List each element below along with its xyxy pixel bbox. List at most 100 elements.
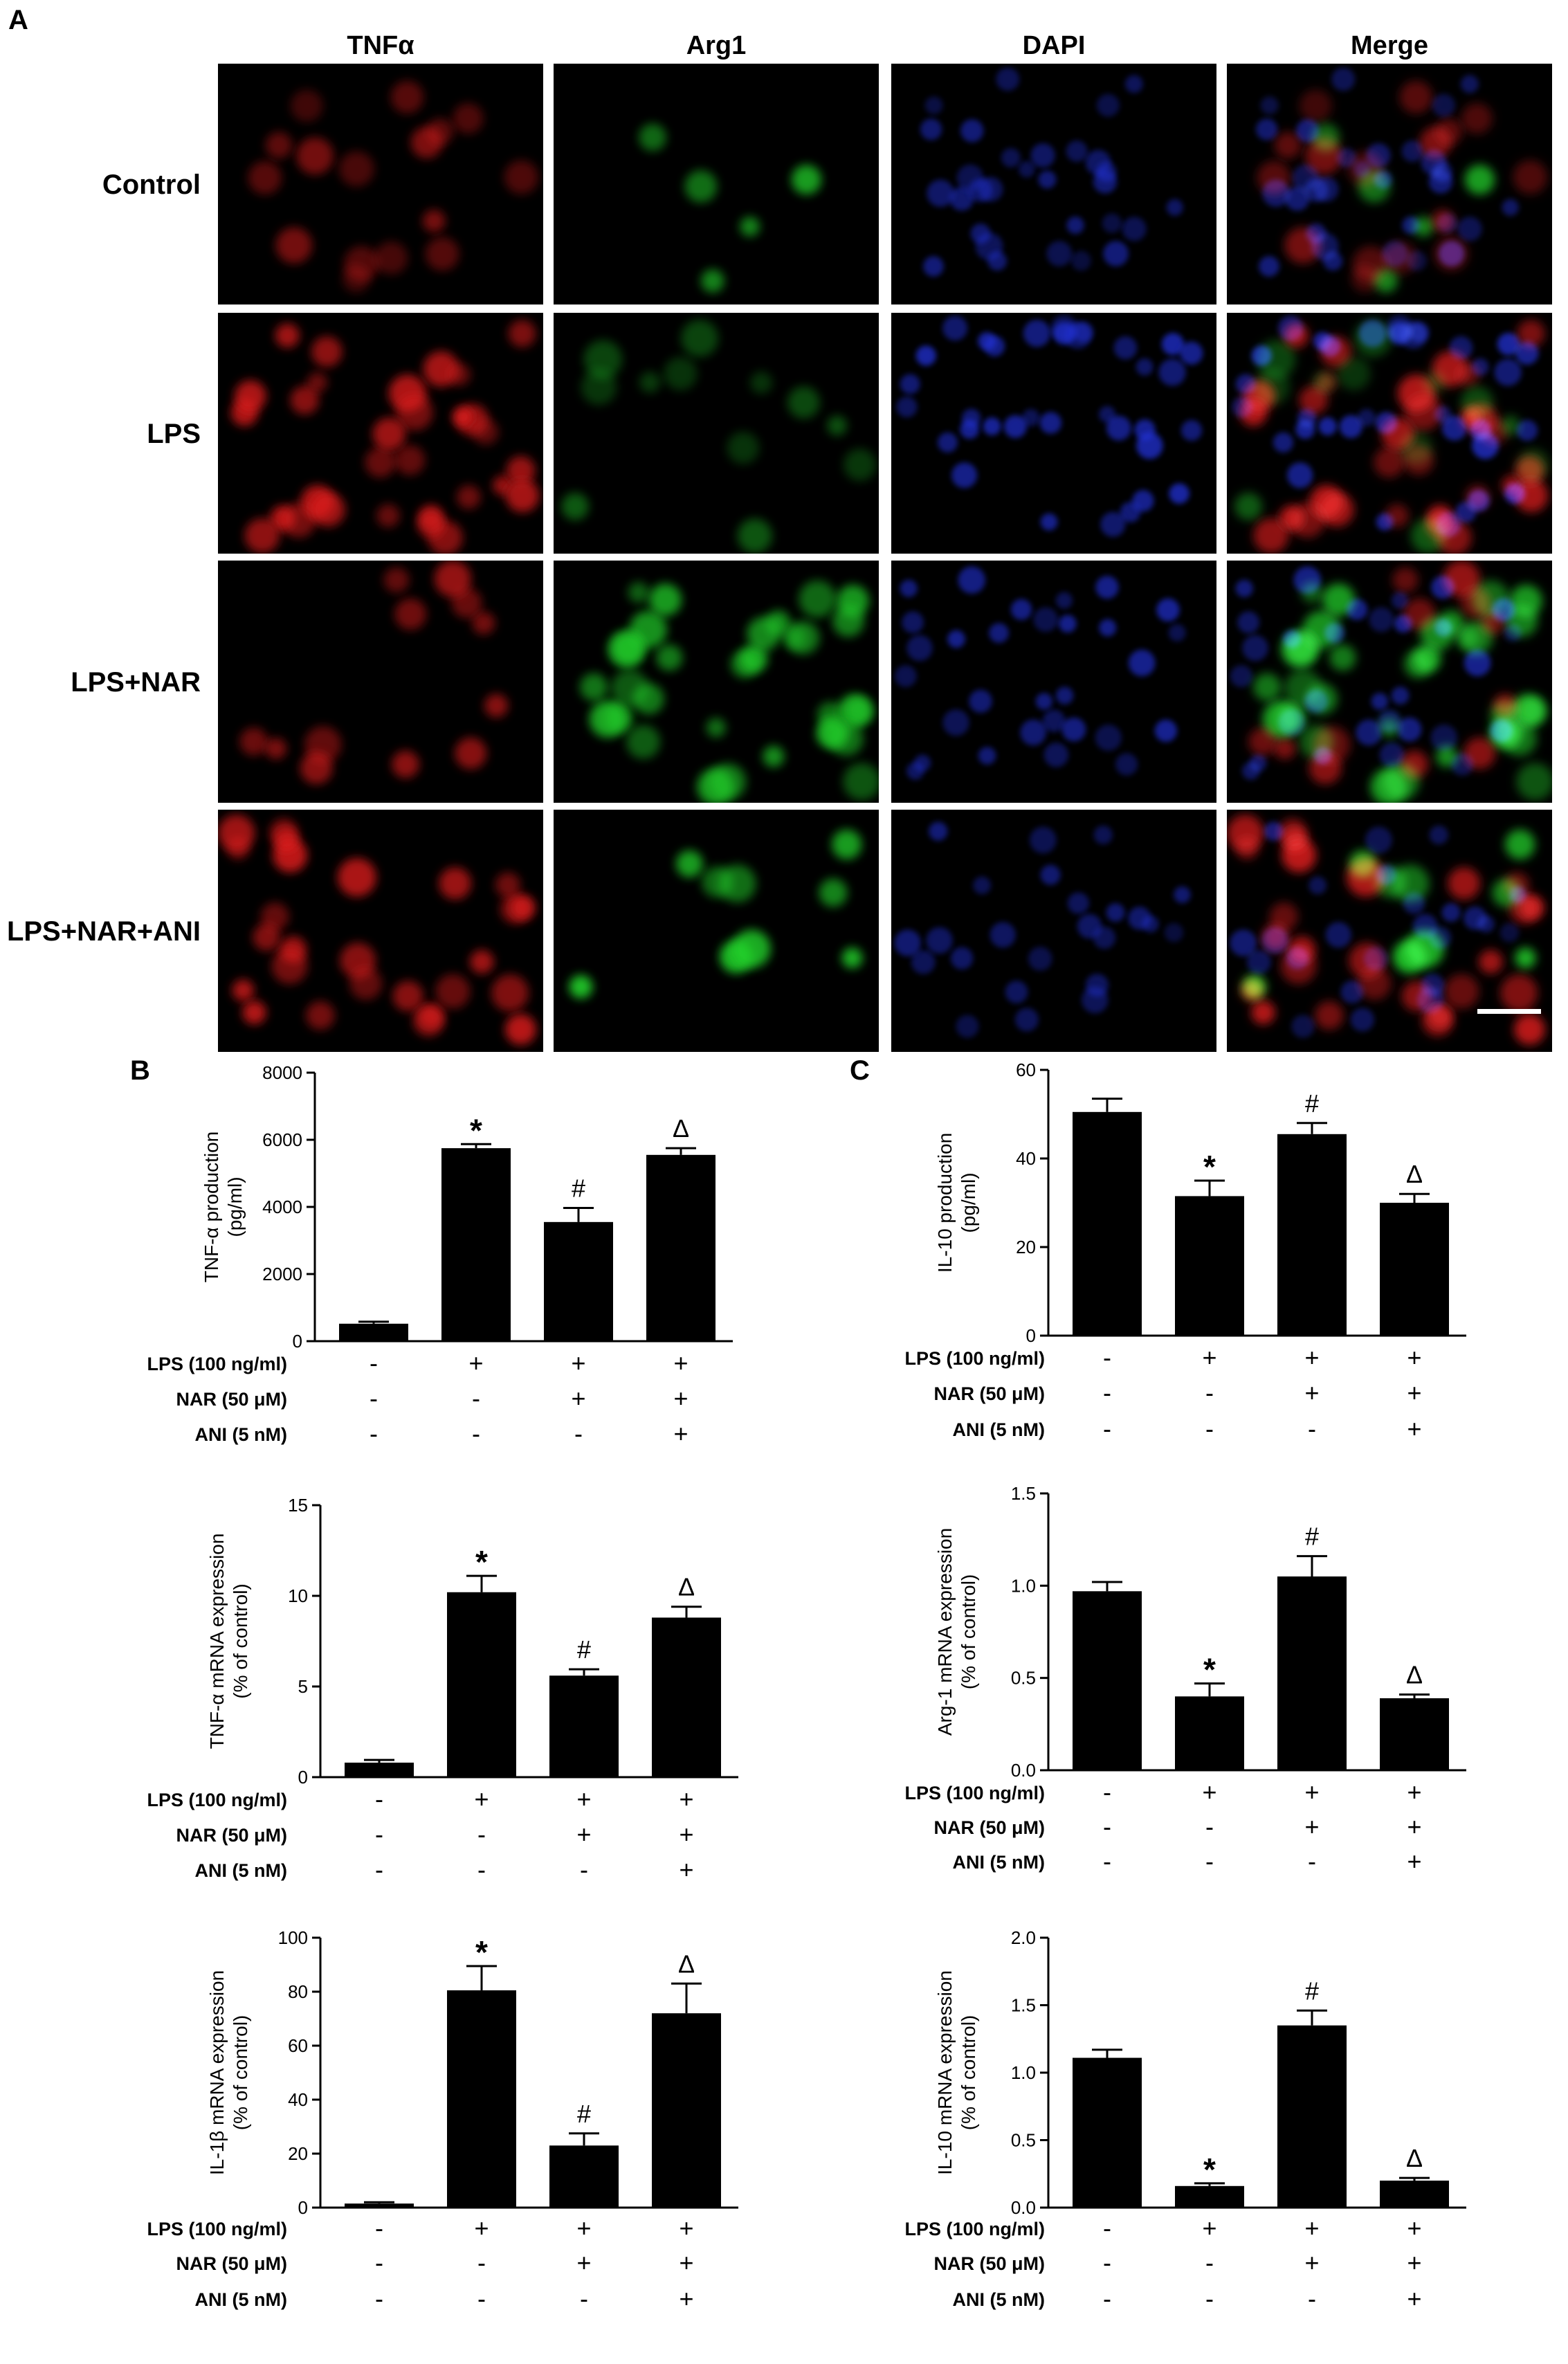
significance-marker: #: [1305, 1976, 1319, 2005]
condition-sign: -: [574, 1419, 583, 1448]
y-tick-label: 5: [298, 1676, 308, 1697]
row-header: LPS+NAR: [71, 667, 201, 698]
row-header: Control: [102, 170, 201, 200]
condition-sign: -: [370, 1384, 378, 1412]
micrograph-tile: [218, 313, 543, 554]
condition-sign: +: [1202, 2214, 1216, 2242]
condition-label: ANI (5 nM): [953, 1419, 1045, 1440]
condition-sign: +: [1407, 1379, 1421, 1407]
y-tick-label: 10: [288, 1585, 308, 1606]
condition-sign: -: [1308, 1415, 1316, 1443]
condition-label: NAR (50 μM): [176, 1825, 287, 1846]
y-tick-label: 20: [288, 2143, 308, 2164]
y-tick-label: 80: [288, 1981, 308, 2002]
significance-marker: #: [572, 1174, 585, 1202]
significance-marker: *: [470, 1112, 482, 1148]
y-tick-label: 8000: [262, 1062, 302, 1083]
bar: [1380, 2181, 1449, 2208]
bar-chart: 0.0 0.5 1.0 1.5 2.0 IL-10 mRNA expression (% o…: [904, 1927, 1466, 2313]
micrograph-tile: [218, 64, 543, 304]
condition-sign: +: [679, 1855, 693, 1884]
micrograph-grid: TNFα Arg1 DAPI Merge Control LPS LPS+NAR LPS+NA…: [7, 31, 1552, 1052]
condition-label: LPS (100 ng/ml): [147, 1354, 287, 1374]
significance-marker: #: [1305, 1089, 1319, 1118]
condition-sign: -: [1103, 1379, 1111, 1407]
bar: [1380, 1698, 1449, 1770]
condition-sign: -: [1103, 2248, 1111, 2277]
condition-sign: +: [474, 2214, 489, 2242]
condition-sign: -: [1308, 1847, 1316, 1875]
condition-sign: +: [679, 1785, 693, 1813]
condition-sign: +: [1202, 1343, 1216, 1372]
condition-sign: -: [1103, 1343, 1111, 1372]
condition-label: NAR (50 μM): [933, 1383, 1045, 1404]
condition-sign: -: [1205, 2284, 1214, 2313]
significance-marker: Δ: [1406, 2144, 1423, 2172]
y-tick-label: 100: [278, 1927, 308, 1948]
y-tick-label: 6000: [262, 1129, 302, 1150]
scale-bar: [1477, 1009, 1541, 1014]
bar: [1277, 2025, 1347, 2208]
row-header: LPS+NAR+ANI: [7, 916, 201, 947]
condition-sign: +: [1407, 2214, 1421, 2242]
condition-sign: -: [1205, 1812, 1214, 1841]
condition-sign: -: [375, 2214, 383, 2242]
condition-sign: +: [1304, 1778, 1319, 1806]
condition-sign: +: [571, 1349, 585, 1377]
bar: [544, 1221, 613, 1341]
significance-marker: *: [1203, 2152, 1216, 2188]
bar: [1277, 1134, 1347, 1336]
micrograph-tile: [891, 64, 1216, 304]
panel-label-b: B: [130, 1055, 150, 1086]
condition-sign: -: [1205, 1415, 1214, 1443]
condition-sign: +: [1202, 1778, 1216, 1806]
condition-sign: -: [580, 1855, 588, 1884]
significance-marker: Δ: [1406, 1661, 1423, 1689]
y-tick-label: 0.5: [1011, 2130, 1036, 2151]
condition-label: ANI (5 nM): [195, 1860, 287, 1881]
y-tick-label: 0.5: [1011, 1668, 1036, 1689]
significance-marker: #: [1305, 1522, 1319, 1551]
condition-sign: +: [1304, 2214, 1319, 2242]
y-axis-label: IL-1β mRNA expression (% of control): [206, 1970, 251, 2175]
y-tick-label: 0: [1026, 1325, 1036, 1346]
condition-label: LPS (100 ng/ml): [147, 2219, 287, 2239]
condition-sign: -: [580, 2284, 588, 2313]
condition-sign: +: [468, 1349, 483, 1377]
bar-chart: 0 2000 4000 6000 8000 TNF-α production (pg/ml)…: [147, 1062, 733, 1448]
condition-sign: +: [1407, 2248, 1421, 2277]
condition-label: LPS (100 ng/ml): [904, 1348, 1045, 1369]
bar: [1073, 1111, 1142, 1336]
y-tick-label: 0: [298, 2197, 308, 2218]
bar: [447, 1592, 516, 1777]
significance-marker: Δ: [1406, 1160, 1423, 1188]
condition-label: LPS (100 ng/ml): [904, 2219, 1045, 2239]
y-tick-label: 4000: [262, 1197, 302, 1217]
significance-marker: *: [1203, 1149, 1216, 1185]
y-tick-label: 15: [288, 1495, 308, 1516]
bar: [646, 1154, 715, 1341]
condition-sign: -: [1103, 1778, 1111, 1806]
significance-marker: #: [577, 2100, 591, 2128]
condition-sign: +: [1304, 1379, 1319, 1407]
micrograph-tile: [891, 313, 1216, 554]
micrograph-tile: [1227, 561, 1552, 803]
condition-sign: -: [477, 2248, 486, 2277]
micrograph-tile: [218, 561, 543, 803]
condition-label: ANI (5 nM): [195, 1424, 287, 1445]
condition-sign: +: [679, 2214, 693, 2242]
condition-sign: +: [1407, 1778, 1421, 1806]
y-tick-label: 0: [293, 1331, 302, 1352]
bar: [345, 2203, 414, 2208]
condition-sign: -: [1205, 2248, 1214, 2277]
condition-sign: +: [679, 1820, 693, 1848]
bar: [1073, 2057, 1142, 2208]
significance-marker: #: [577, 1635, 591, 1664]
y-axis-label: TNF-α mRNA expression (% of control): [206, 1534, 251, 1749]
bar: [549, 1675, 619, 1777]
condition-sign: -: [1205, 1379, 1214, 1407]
bar-chart: 0 20 40 60 IL-10 production (pg/ml) * # Δ LPS (10…: [904, 1060, 1466, 1443]
y-axis-label: TNF-α production (pg/ml): [201, 1131, 246, 1282]
